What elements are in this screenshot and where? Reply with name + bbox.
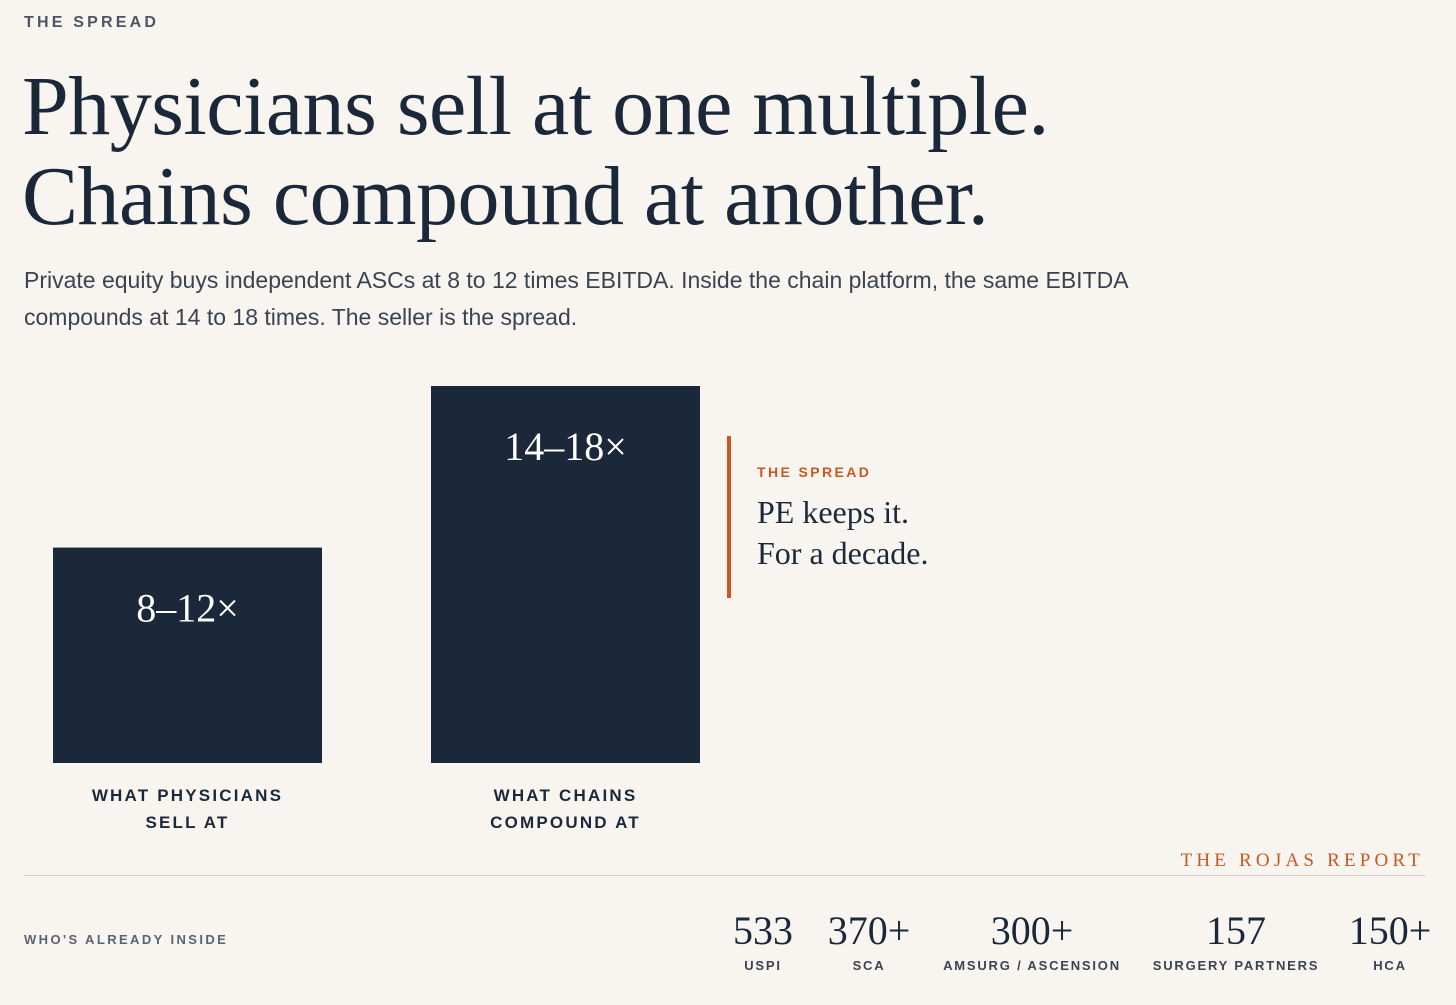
callout-line-1: PE keeps it.: [757, 494, 909, 530]
stat-surgery-partners: 157 SURGERY PARTNERS: [1150, 908, 1322, 973]
stat-label: AMSURG / ASCENSION: [943, 958, 1121, 973]
stat-hca: 150+ HCA: [1348, 908, 1432, 973]
dek-paragraph: Private equity buys independent ASCs at …: [24, 267, 1128, 330]
headline-line-2: Chains compound at another.: [22, 150, 989, 243]
brand-wordmark: THE ROJAS REPORT: [1180, 850, 1424, 871]
callout-line-2: For a decade.: [757, 535, 928, 571]
stat-label: USPI: [744, 958, 782, 973]
callout-accent-bar: [727, 436, 731, 598]
stat-uspi: 533 USPI: [724, 908, 802, 973]
stat-value: 150+: [1348, 908, 1432, 953]
section-kicker: THE SPREAD: [24, 14, 160, 31]
category-label-1-line-2: SELL AT: [145, 813, 229, 832]
bar-value-label-2: 14–18×: [504, 424, 627, 469]
stat-value: 370+: [827, 908, 911, 953]
multiples-bar-chart: 8–12× WHAT PHYSICIANS SELL AT 14–18× WHAT CH…: [53, 386, 928, 832]
headline-line-1: Physicians sell at one multiple.: [22, 60, 1049, 153]
stat-label: SCA: [852, 958, 886, 973]
bar-value-label-1: 8–12×: [136, 586, 239, 631]
callout-kicker: THE SPREAD: [757, 464, 871, 480]
stat-value: 300+: [990, 908, 1074, 953]
stat-value: 533: [733, 908, 793, 953]
stat-sca: 370+ SCA: [824, 908, 914, 973]
category-label-1-line-1: WHAT PHYSICIANS: [92, 786, 283, 805]
stat-label: SURGERY PARTNERS: [1152, 958, 1320, 973]
footer-divider: [24, 875, 1426, 876]
stat-amsurg-ascension: 300+ AMSURG / ASCENSION: [940, 908, 1124, 973]
category-label-2-line-1: WHAT CHAINS: [494, 786, 638, 805]
headline: Physicians sell at one multiple. Chains …: [22, 62, 1049, 242]
category-label-2-line-2: COMPOUND AT: [490, 813, 641, 832]
who-inside-label: WHO'S ALREADY INSIDE: [24, 932, 229, 947]
bar-1: [53, 547, 322, 763]
stat-value: 157: [1206, 908, 1266, 953]
bar-2: [431, 386, 700, 763]
stat-label: HCA: [1373, 958, 1407, 973]
